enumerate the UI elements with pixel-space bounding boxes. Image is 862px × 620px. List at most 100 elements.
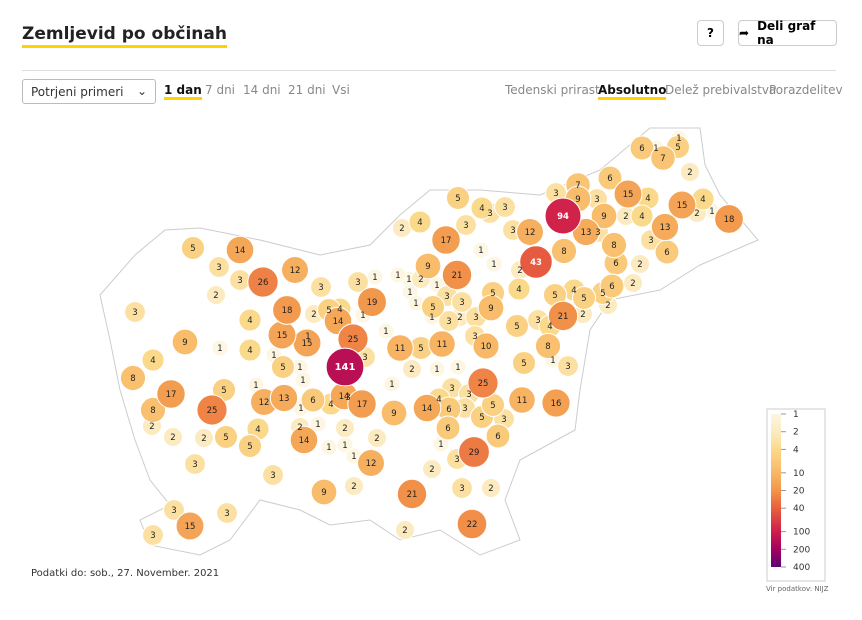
municipality — [511, 350, 537, 376]
municipality — [435, 415, 461, 441]
municipality — [597, 165, 623, 191]
municipality-label: 21 — [452, 271, 463, 281]
tab[interactable]: 7 dni — [205, 83, 236, 97]
municipality-label: 3 — [462, 404, 467, 414]
municipality — [238, 308, 262, 332]
municipality-label: 1 — [300, 376, 305, 386]
municipality-label: 12 — [259, 398, 270, 408]
municipality-label: 5 — [490, 289, 495, 299]
municipality-label: 3 — [502, 203, 507, 213]
municipality-label: 4 — [479, 204, 484, 214]
municipality-label: 1 — [253, 381, 258, 391]
municipality — [139, 396, 167, 424]
municipality-label: 2 — [213, 291, 218, 301]
legend-label: 2 — [793, 428, 799, 438]
municipality-label: 5 — [514, 322, 519, 332]
municipality — [184, 453, 206, 475]
updated: Podatki do: sob., 27. November. 2021 — [31, 568, 220, 579]
municipality-label: 4 — [247, 346, 252, 356]
municipality — [544, 197, 582, 235]
municipality — [163, 499, 185, 521]
tab[interactable]: Tedenski prirast — [505, 83, 600, 97]
municipality-label: 3 — [270, 471, 275, 481]
municipality-label: 3 — [487, 209, 492, 219]
municipality-label: 2 — [687, 168, 692, 178]
municipality — [630, 204, 654, 228]
municipality — [175, 511, 205, 541]
select-label: Potrjeni primeri — [31, 85, 124, 99]
municipality-label: 3 — [595, 228, 600, 238]
tab[interactable]: Absolutno — [598, 83, 667, 100]
municipality-label: 5 — [490, 401, 495, 411]
municipality-label: 4 — [255, 425, 260, 435]
tab[interactable]: 14 dni — [243, 83, 281, 97]
municipality-label: 26 — [258, 278, 269, 288]
help-button[interactable]: ? — [697, 20, 724, 46]
municipality-label: 2 — [488, 484, 493, 494]
municipality — [180, 235, 206, 261]
municipality-label: 6 — [664, 248, 669, 258]
municipality-label: 1 — [413, 299, 418, 309]
municipality — [571, 217, 601, 247]
municipality — [270, 354, 296, 380]
tab[interactable]: 21 dni — [288, 83, 326, 97]
municipality — [142, 524, 164, 546]
municipality-label: 4 — [571, 286, 576, 296]
municipality-label: 18 — [724, 215, 735, 225]
municipality-label: 2 — [399, 224, 404, 234]
municipality-label: 2 — [418, 275, 423, 285]
municipality-label: 2 — [402, 526, 407, 536]
tab[interactable]: Delež prebivalstva — [665, 83, 777, 97]
municipality — [272, 295, 302, 325]
municipality-label: 18 — [282, 306, 293, 316]
municipality-label: 5 — [675, 143, 680, 153]
municipality-label: 11 — [395, 344, 406, 354]
municipality-label: 2 — [311, 310, 316, 320]
legend-label: 4 — [793, 445, 799, 455]
municipality-label: 6 — [607, 174, 612, 184]
municipality-label: 5 — [190, 244, 195, 254]
tab[interactable]: 1 dan — [164, 83, 202, 100]
municipality-label: 5 — [247, 442, 252, 452]
municipality — [389, 266, 407, 284]
municipality-label: 5 — [581, 294, 586, 304]
municipality-label: 1 — [653, 144, 658, 154]
municipality-label: 2 — [374, 434, 379, 444]
municipality-label: 15 — [623, 190, 634, 200]
legend-label: 10 — [793, 469, 805, 479]
municipality-label: 13 — [581, 228, 592, 238]
municipality — [386, 334, 414, 362]
municipality-label: 2 — [517, 266, 522, 276]
municipality-label: 14 — [235, 246, 246, 256]
municipality — [441, 259, 473, 291]
municipality-label: 15 — [677, 201, 688, 211]
municipality-label: 1 — [429, 313, 434, 323]
tab[interactable]: Vsi — [332, 83, 350, 97]
municipality-label: 1 — [342, 441, 347, 451]
municipality-label: 11 — [437, 340, 448, 350]
share-button[interactable]: ➦ Deli graf na — [738, 19, 837, 47]
municipality-label: 10 — [481, 342, 492, 352]
municipality-label: 43 — [530, 258, 542, 268]
municipality-label: 17 — [166, 390, 177, 400]
municipality-label: 3 — [565, 362, 570, 372]
municipality-label: 6 — [609, 282, 614, 292]
municipality-label: 25 — [348, 335, 359, 345]
tab[interactable]: Porazdelitev — [769, 83, 843, 97]
municipality — [485, 255, 503, 273]
municipality — [193, 427, 215, 449]
municipality — [380, 399, 408, 427]
municipality — [294, 371, 312, 389]
select[interactable]: Potrjeni primeri ⌄ — [22, 79, 156, 104]
municipality-label: 2 — [605, 301, 610, 311]
municipality-label: 2 — [623, 212, 628, 222]
municipality — [599, 273, 625, 299]
municipality — [289, 425, 319, 455]
municipality-label: 1 — [326, 443, 331, 453]
municipality — [428, 330, 456, 358]
municipality — [141, 348, 165, 372]
municipality-label: 5 — [221, 386, 226, 396]
municipality — [534, 332, 562, 360]
municipality-label: 5 — [455, 194, 460, 204]
